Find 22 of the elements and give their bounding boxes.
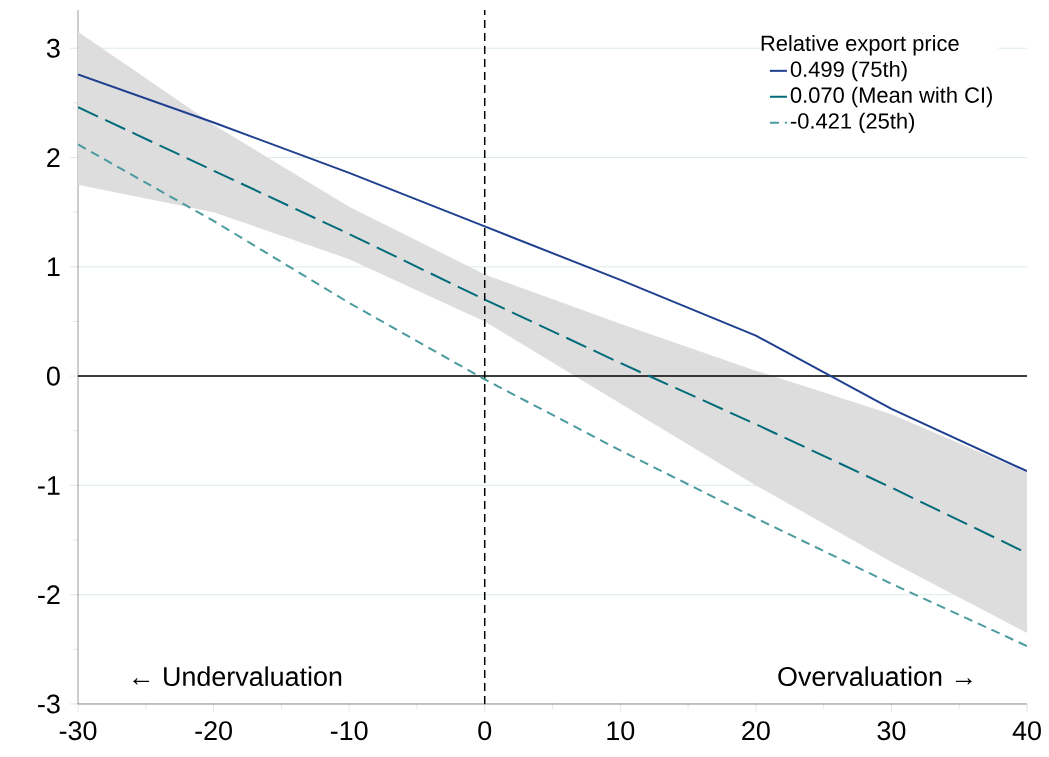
x-tick-label: 40 xyxy=(1012,721,1041,741)
x-tick-label: 0 xyxy=(478,721,492,741)
y-tick-label: 3 xyxy=(46,38,60,58)
x-tick-label: 20 xyxy=(742,721,770,741)
y-tick-label: 0 xyxy=(46,366,60,386)
y-tick-label: 2 xyxy=(47,148,60,167)
x-tick-label: -20 xyxy=(195,721,232,741)
y-tick-label: -3 xyxy=(38,694,60,714)
x-tick-label: -10 xyxy=(330,721,368,741)
x-tick-label: 10 xyxy=(607,721,635,741)
annotation: ← Undervaluation xyxy=(133,666,342,687)
legend-label: 0.499 (75th) xyxy=(790,60,907,82)
legend-title: Relative export price xyxy=(761,34,959,56)
legend-label: -0.421 (25th) xyxy=(790,112,915,134)
y-tick-label: -1 xyxy=(38,476,60,495)
x-tick-label: -30 xyxy=(59,721,97,741)
annotation: Overvaluation → xyxy=(778,666,972,687)
line-series xyxy=(78,143,1028,648)
legend-label: 0.070 (Mean with CI) xyxy=(790,86,992,108)
y-tick-label: 1 xyxy=(47,257,60,277)
y-tick-label: -2 xyxy=(38,585,60,605)
x-tick-label: 30 xyxy=(877,721,906,741)
